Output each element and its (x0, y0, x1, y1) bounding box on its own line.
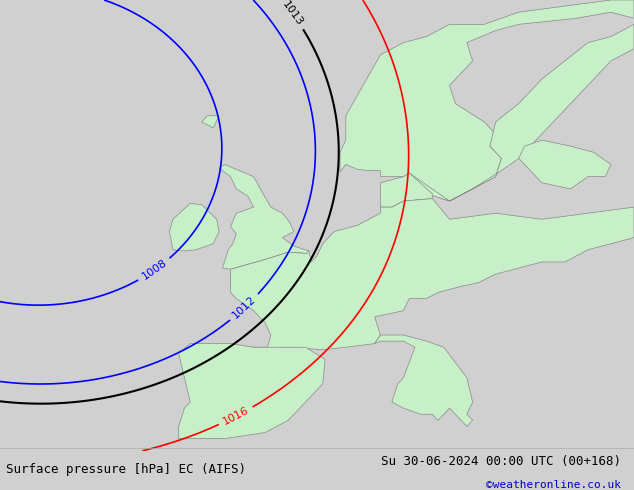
Polygon shape (519, 140, 611, 189)
Polygon shape (380, 173, 432, 207)
Text: ©weatheronline.co.uk: ©weatheronline.co.uk (486, 480, 621, 490)
Text: 1016: 1016 (221, 405, 250, 427)
Text: 1012: 1012 (231, 294, 258, 321)
Polygon shape (409, 24, 634, 201)
Text: Su 30-06-2024 00:00 UTC (00+168): Su 30-06-2024 00:00 UTC (00+168) (381, 455, 621, 467)
Polygon shape (375, 335, 472, 426)
Text: 1008: 1008 (140, 258, 169, 282)
Polygon shape (202, 116, 219, 128)
Text: Surface pressure [hPa] EC (AIFS): Surface pressure [hPa] EC (AIFS) (6, 463, 247, 476)
Polygon shape (231, 198, 634, 350)
Polygon shape (340, 0, 634, 201)
Text: 1013: 1013 (280, 0, 305, 28)
Polygon shape (169, 203, 219, 251)
Polygon shape (219, 165, 309, 270)
Polygon shape (179, 343, 325, 439)
